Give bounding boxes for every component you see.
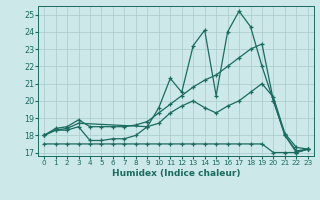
X-axis label: Humidex (Indice chaleur): Humidex (Indice chaleur) <box>112 169 240 178</box>
